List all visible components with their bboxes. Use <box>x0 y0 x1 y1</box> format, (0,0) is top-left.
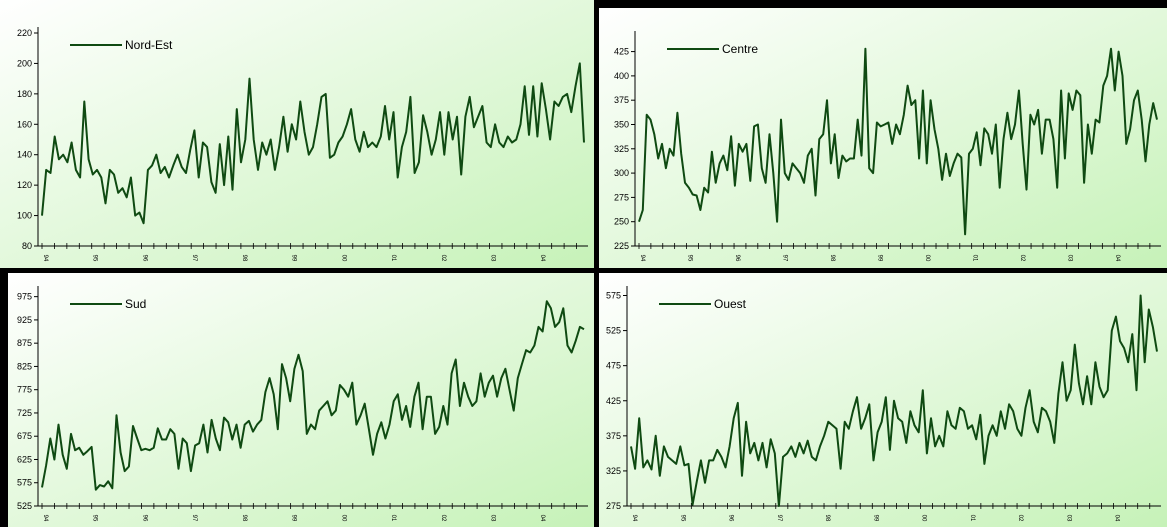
legend-label: Ouest <box>714 297 747 311</box>
x-tick-label: 02 <box>1017 515 1023 522</box>
y-tick-label: 825 <box>17 361 32 371</box>
x-tick-label: 97 <box>782 255 788 262</box>
panel-background <box>599 8 1167 268</box>
series-line <box>41 300 585 491</box>
line-chart-centre: 225 250 275 300 325 350 375 400 425 94 95 96 97 98 99 0… <box>599 8 1167 268</box>
chart-panel-centre: 225 250 275 300 325 350 375 400 425 94 95 96 97 98 99 0… <box>599 8 1167 268</box>
x-tick-label: 04 <box>1114 255 1120 262</box>
x-tick-label: 99 <box>291 515 297 522</box>
x-tick-label: 95 <box>92 255 98 262</box>
y-tick-label: 325 <box>606 466 621 476</box>
y-tick-label: 300 <box>614 168 629 178</box>
x-tick-label: 96 <box>728 515 734 522</box>
x-tick-label: 97 <box>191 515 197 522</box>
x-tick-label: 94 <box>42 515 48 522</box>
y-tick-label: 675 <box>17 431 32 441</box>
x-tick-label: 94 <box>631 515 637 522</box>
series-line <box>41 62 585 225</box>
y-tick-label: 875 <box>17 338 32 348</box>
y-tick-label: 425 <box>606 396 621 406</box>
y-tick-label: 200 <box>17 58 32 68</box>
x-tick-label: 95 <box>687 255 693 262</box>
y-tick-label: 275 <box>606 501 621 511</box>
x-tick-label: 03 <box>490 515 496 522</box>
x-tick-label: 04 <box>539 255 545 262</box>
y-tick-label: 575 <box>17 478 32 488</box>
panel-background <box>599 273 1167 527</box>
x-tick-label: 01 <box>390 515 396 522</box>
x-tick-label: 02 <box>1019 255 1025 262</box>
x-tick-label: 00 <box>340 255 346 262</box>
y-tick-label: 140 <box>17 150 32 160</box>
line-chart-sud: 525 575 625 675 725 775 825 875 925 975 94 95 96 97 98… <box>8 273 594 527</box>
y-tick-label: 775 <box>17 385 32 395</box>
legend-label: Sud <box>125 297 146 311</box>
x-tick-label: 00 <box>921 515 927 522</box>
y-tick-label: 575 <box>606 291 621 301</box>
y-tick-label: 220 <box>17 28 32 38</box>
y-tick-label: 275 <box>614 192 629 202</box>
x-tick-label: 98 <box>241 255 247 262</box>
y-tick-label: 250 <box>614 217 629 227</box>
x-tick-label: 99 <box>877 255 883 262</box>
x-tick-label: 96 <box>141 255 147 262</box>
x-tick-label: 98 <box>241 515 247 522</box>
x-tick-label: 97 <box>191 255 197 262</box>
y-tick-label: 525 <box>17 501 32 511</box>
y-tick-label: 375 <box>614 95 629 105</box>
line-chart-nord-est: 80 100 120 140 160 180 200 220 94 95 96 97 98 99 00 01 0… <box>0 0 594 268</box>
series-line <box>630 294 1158 507</box>
legend-label: Centre <box>722 42 758 56</box>
y-tick-label: 475 <box>606 361 621 371</box>
y-tick-label: 400 <box>614 71 629 81</box>
y-tick-label: 180 <box>17 89 32 99</box>
x-tick-label: 00 <box>924 255 930 262</box>
x-tick-label: 96 <box>734 255 740 262</box>
x-tick-label: 95 <box>679 515 685 522</box>
chart-panel-nord-est: 80 100 120 140 160 180 200 220 94 95 96 97 98 99 00 01 0… <box>0 0 594 268</box>
legend-label: Nord-Est <box>125 38 173 52</box>
x-tick-label: 01 <box>972 255 978 262</box>
x-tick-label: 02 <box>440 255 446 262</box>
x-tick-label: 98 <box>829 255 835 262</box>
y-tick-label: 925 <box>17 315 32 325</box>
y-tick-label: 425 <box>614 47 629 57</box>
x-tick-label: 03 <box>1065 515 1071 522</box>
y-tick-label: 525 <box>606 326 621 336</box>
y-tick-label: 225 <box>614 241 629 251</box>
y-tick-label: 350 <box>614 119 629 129</box>
y-tick-label: 160 <box>17 119 32 129</box>
x-tick-label: 02 <box>440 515 446 522</box>
x-tick-label: 99 <box>291 255 297 262</box>
x-tick-label: 96 <box>141 515 147 522</box>
line-chart-ouest: 275 325 375 425 475 525 575 94 95 96 97 98 99 00 01 02 0… <box>599 273 1167 527</box>
x-tick-label: 97 <box>776 515 782 522</box>
x-tick-label: 03 <box>1067 255 1073 262</box>
series-line <box>638 47 1158 236</box>
x-tick-label: 04 <box>1114 515 1120 522</box>
y-tick-label: 80 <box>22 241 32 251</box>
chart-panel-ouest: 275 325 375 425 475 525 575 94 95 96 97 98 99 00 01 02 0… <box>599 273 1167 527</box>
x-tick-label: 00 <box>340 515 346 522</box>
y-tick-label: 100 <box>17 211 32 221</box>
y-tick-label: 975 <box>17 292 32 302</box>
y-tick-label: 120 <box>17 180 32 190</box>
y-tick-label: 325 <box>614 144 629 154</box>
x-tick-label: 94 <box>42 255 48 262</box>
y-tick-label: 375 <box>606 431 621 441</box>
x-tick-label: 01 <box>969 515 975 522</box>
x-tick-label: 94 <box>639 255 645 262</box>
x-tick-label: 98 <box>824 515 830 522</box>
chart-panel-sud: 525 575 625 675 725 775 825 875 925 975 94 95 96 97 98… <box>8 273 594 527</box>
x-tick-label: 99 <box>872 515 878 522</box>
y-tick-label: 625 <box>17 454 32 464</box>
x-tick-label: 95 <box>92 515 98 522</box>
y-tick-label: 725 <box>17 408 32 418</box>
x-tick-label: 03 <box>490 255 496 262</box>
x-tick-label: 04 <box>539 515 545 522</box>
x-tick-label: 01 <box>390 255 396 262</box>
